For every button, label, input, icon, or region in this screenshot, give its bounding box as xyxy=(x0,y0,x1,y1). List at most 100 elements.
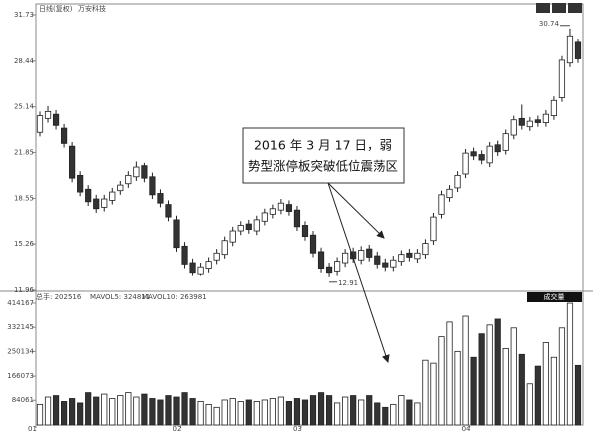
y-tick-label: 28.44 xyxy=(14,57,35,65)
volume-bar xyxy=(358,399,365,426)
volume-bar xyxy=(181,392,188,426)
volume-bar xyxy=(285,401,293,426)
candle-body xyxy=(141,165,148,179)
volume-bar xyxy=(430,362,437,426)
volume-bar xyxy=(390,403,397,426)
volume-bar xyxy=(229,398,236,426)
volume-bar xyxy=(534,365,541,426)
volume-bar xyxy=(237,401,244,426)
toolbar-button[interactable] xyxy=(536,3,550,13)
volume-bar xyxy=(446,321,453,426)
volume-bar xyxy=(69,398,76,426)
candle-body xyxy=(390,259,397,268)
x-tick-label: 04 xyxy=(462,425,471,433)
volume-bar xyxy=(478,333,485,426)
candle-body xyxy=(237,225,244,232)
candle-body xyxy=(574,41,582,59)
volume-bar xyxy=(85,392,92,426)
candle-body xyxy=(398,254,405,263)
volume-bar xyxy=(109,398,116,426)
candle-body xyxy=(245,223,252,231)
candle-body xyxy=(277,202,284,211)
candle-body xyxy=(510,119,517,136)
volume-bar xyxy=(36,403,44,426)
volume-bar xyxy=(60,401,68,426)
volume-bar xyxy=(221,399,228,426)
candle-body xyxy=(334,261,341,272)
candle-body xyxy=(366,248,373,258)
y-tick-label: 84061 xyxy=(12,396,34,404)
candle-body xyxy=(325,266,333,274)
y-tick-label: 332145 xyxy=(7,323,34,331)
volume-bar xyxy=(77,402,84,426)
toolbar-button[interactable] xyxy=(552,3,566,13)
candle-body xyxy=(261,212,268,222)
volume-bar xyxy=(526,383,533,426)
volume-bar xyxy=(398,395,405,426)
candle-body xyxy=(85,188,92,203)
candle-body xyxy=(285,204,293,212)
volume-bar xyxy=(438,336,445,426)
chart-title: 日线(复权) xyxy=(39,4,73,13)
volume-bar xyxy=(422,359,429,426)
candle-body xyxy=(462,152,469,175)
annotation-arrow xyxy=(327,182,385,239)
candle-body xyxy=(558,59,566,98)
volume-bar xyxy=(470,356,477,426)
volume-bar xyxy=(149,398,156,426)
volume-button[interactable] xyxy=(527,292,582,302)
annotation-text: 2016 年 3 月 17 日，弱 xyxy=(254,138,392,153)
volume-bar xyxy=(141,393,148,426)
candle-body xyxy=(60,127,68,144)
volume-bar xyxy=(414,402,421,426)
candle-body xyxy=(550,99,558,116)
candle-body xyxy=(149,176,156,196)
candle-body xyxy=(221,240,228,256)
legend-item: MAVOL5: 324811 xyxy=(90,293,150,301)
volume-bar xyxy=(52,395,60,426)
volume-bar xyxy=(277,396,284,426)
volume-bar xyxy=(518,353,525,426)
candle-body xyxy=(414,252,421,260)
volume-bar xyxy=(350,395,357,426)
volume-bar xyxy=(342,396,349,426)
volume-bar xyxy=(374,402,381,426)
annotation-text: 势型涨停板突破低位震荡区 xyxy=(248,159,398,174)
legend-item: MAVOL10: 263981 xyxy=(142,293,207,301)
y-tick-label: 25.14 xyxy=(14,103,35,111)
candle-body xyxy=(406,252,413,258)
y-tick-label: 11.96 xyxy=(14,286,35,294)
candle-body xyxy=(36,115,44,133)
candle-body xyxy=(125,174,132,185)
volume-bar xyxy=(117,395,124,426)
candle-body xyxy=(470,151,477,157)
candle-body xyxy=(438,194,445,215)
volume-bar xyxy=(173,396,180,426)
volume-bar xyxy=(325,395,333,426)
candle-body xyxy=(526,120,533,128)
y-tick-label: 21.85 xyxy=(14,148,34,156)
candle-body xyxy=(269,208,276,215)
volume-bar xyxy=(301,399,309,426)
volume-bar xyxy=(454,350,461,426)
candle-body xyxy=(173,219,180,249)
volume-bar xyxy=(245,399,252,426)
candle-body xyxy=(157,193,164,204)
candle-body xyxy=(542,113,549,123)
candle-body xyxy=(454,174,461,189)
candle-body xyxy=(358,250,365,261)
candle-body xyxy=(301,225,309,237)
volume-bar xyxy=(462,315,469,426)
candle-body xyxy=(486,145,493,164)
y-tick-label: 166073 xyxy=(7,372,34,380)
x-tick-label: 03 xyxy=(293,425,302,433)
candle-body xyxy=(342,252,349,264)
toolbar-button[interactable] xyxy=(568,3,582,13)
volume-bar xyxy=(133,396,140,426)
candle-body xyxy=(309,234,317,254)
x-tick-label: 01 xyxy=(28,425,37,433)
volume-bar xyxy=(486,324,493,426)
candle-body xyxy=(44,110,52,119)
candle-body xyxy=(197,266,204,275)
candle-body xyxy=(133,166,140,178)
